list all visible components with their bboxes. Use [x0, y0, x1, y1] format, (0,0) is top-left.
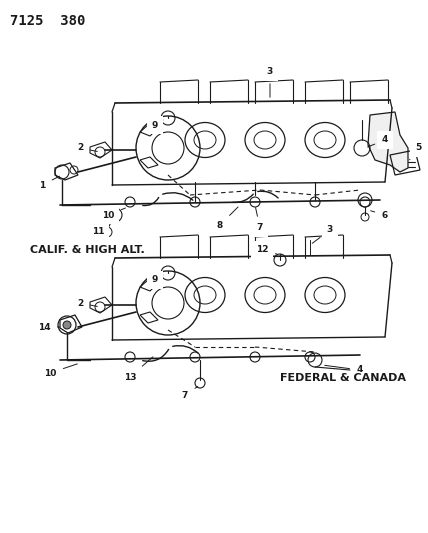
Text: 13: 13 [124, 357, 153, 382]
Polygon shape [368, 112, 408, 172]
Text: 11: 11 [92, 228, 104, 237]
Text: 10: 10 [44, 364, 77, 377]
Text: 9: 9 [152, 120, 163, 130]
Circle shape [63, 321, 71, 329]
Text: 4: 4 [325, 365, 363, 375]
Text: 2: 2 [77, 143, 97, 152]
Text: 4: 4 [368, 135, 388, 147]
Text: 6: 6 [371, 211, 388, 220]
Text: 2: 2 [77, 298, 97, 308]
Text: 7: 7 [256, 208, 263, 232]
Text: 7125  380: 7125 380 [10, 14, 85, 28]
Text: 3: 3 [267, 68, 273, 97]
Text: 14: 14 [38, 322, 60, 332]
Text: 1: 1 [39, 176, 59, 190]
Text: FEDERAL & CANADA: FEDERAL & CANADA [280, 373, 406, 383]
Text: 10: 10 [102, 208, 125, 220]
Text: 8: 8 [217, 207, 238, 230]
Text: 7: 7 [182, 386, 198, 400]
Text: 5: 5 [410, 143, 421, 160]
Text: 9: 9 [152, 275, 163, 285]
Text: 12: 12 [256, 246, 277, 254]
Text: CALIF. & HIGH ALT.: CALIF. & HIGH ALT. [30, 245, 145, 255]
Text: 3: 3 [312, 225, 333, 244]
